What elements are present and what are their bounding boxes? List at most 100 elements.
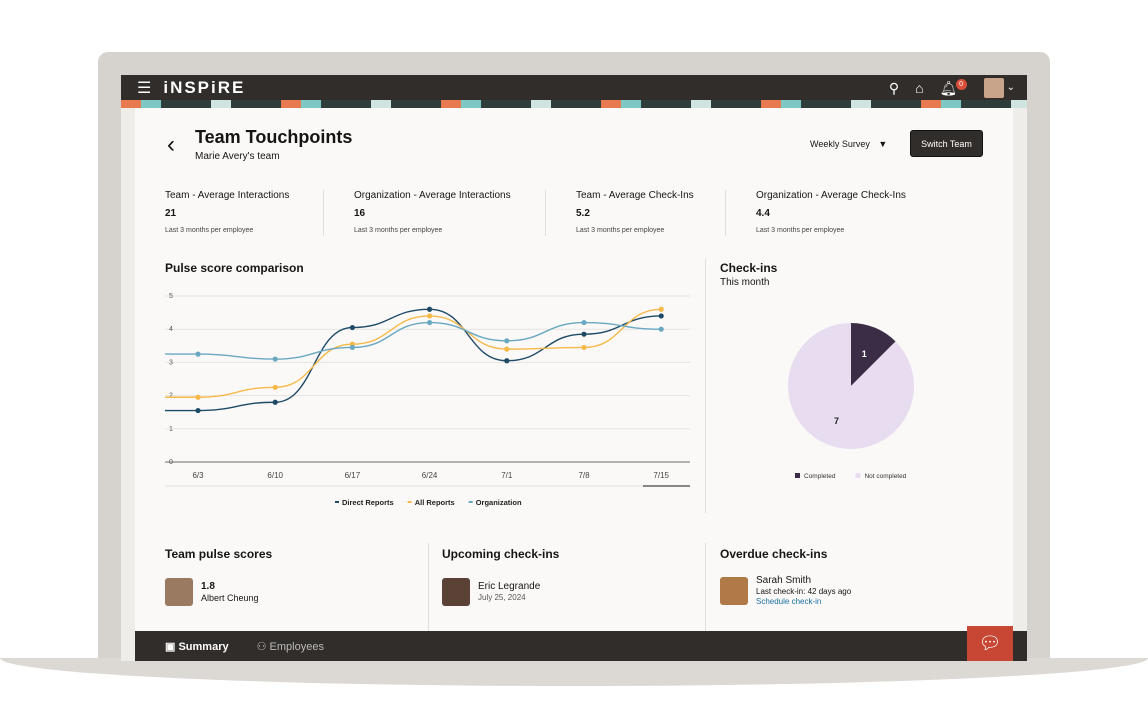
chat-button[interactable]: 💬︎ [967,626,1013,661]
kpi-sub: Last 3 months per employee [165,227,254,234]
data-point [195,394,201,400]
chat-bubble-icon: 💬︎ [978,633,1002,653]
back-arrow-icon[interactable]: ‹ [167,131,175,158]
x-tick-label: 6/10 [267,471,283,480]
kpi-sub: Last 3 months per employee [576,227,665,234]
kpi-org-checkins: Organization - Average Check-Ins 4.4 Last … [756,190,906,235]
notifications-button[interactable]: 🔔︎ 0 [940,79,968,97]
y-tick-label: 3 [169,359,173,366]
data-point [272,399,278,405]
checkins-pie-chart: 1 7 Completed Not completed [788,323,914,480]
pulse-line-chart: 0 1 2 3 4 5 6/3 6/10 6/17 6/24 7/1 7/8 7/15 Direct Re… [164,293,690,507]
data-point [658,313,664,319]
y-tick-label: 1 [169,426,173,433]
kpi-team-checkins: Team - Average Check-Ins 5.2 Last 3 months… [576,190,694,235]
tab-summary[interactable]: ▣ Summary [165,640,229,653]
person-name: Albert Cheung [201,592,259,603]
data-point [195,407,201,414]
person-name: Sarah Smith [756,575,812,586]
chevron-down-icon: ⌄ [1006,82,1015,93]
kpi-team-interactions: Team - Average Interactions 21 Last 3 mont… [165,190,289,235]
series-line-direct-reports [165,308,662,412]
y-tick-label: 2 [169,393,173,400]
data-point [427,306,433,312]
avatar [442,578,470,606]
pie-data-label: 1 [862,349,867,359]
page-subtitle: Marie Avery's team [195,151,280,162]
list-item[interactable]: 1.8 Albert Cheung [165,578,259,606]
kpi-label: Team - Average Check-Ins [576,190,694,201]
tab-employees[interactable]: ⚇ Employees [257,640,324,653]
list-item: Sarah Smith Last check-in: 42 days ago Sch… [720,575,851,606]
divider [323,190,324,236]
data-point [504,358,510,364]
legend-label: Completed [804,473,836,480]
checkins-subtitle: This month [720,277,770,288]
data-point [272,356,278,362]
overdue-title: Overdue check-ins [720,547,828,561]
divider [725,190,726,236]
bottom-nav: ▣ Summary ⚇ Employees [135,631,1027,661]
kpi-sub: Last 3 months per employee [756,227,845,234]
series-line-organization [164,321,662,360]
legend-swatch [795,473,800,478]
page-title: Team Touchpoints [195,127,353,147]
top-bar: ☰ iNSPiRE ⚲ ⌂ 🔔︎ 0 ⌄ [121,75,1027,100]
data-point [427,313,433,319]
person-name: Eric Legrande [478,581,541,593]
data-point [272,384,278,390]
decorative-banner [121,100,1027,108]
legend-label: All Reports [415,498,455,507]
list-item[interactable]: Eric Legrande July 25, 2024 [442,578,540,606]
schedule-checkin-link[interactable]: Schedule check-in [756,596,822,606]
data-point [195,351,201,357]
data-point [581,331,587,337]
data-point [581,344,587,351]
avatar [720,576,748,605]
avatar [165,578,193,606]
pulse-chart-title: Pulse score comparison [165,261,304,275]
data-point [349,344,355,351]
legend-label: Direct Reports [342,498,394,507]
pulse-score: 1.8 [201,580,215,592]
y-tick-label: 5 [169,293,173,300]
notification-badge: 0 [955,79,967,90]
checkins-title: Check-ins [720,261,778,275]
home-icon[interactable]: ⌂ [915,80,924,96]
data-point [349,324,355,331]
x-tick-label: 6/24 [422,471,438,480]
kpi-org-interactions: Organization - Average Interactions 16 Las… [354,190,511,235]
avatar [983,78,1004,98]
divider [428,543,429,633]
team-pulse-title: Team pulse scores [165,547,273,561]
divider [545,190,546,236]
y-tick-label: 0 [169,459,173,466]
upcoming-title: Upcoming check-ins [442,547,560,561]
main-panel: ‹ Team Touchpoints Marie Avery's team We… [135,108,1013,661]
app-screen: ☰ iNSPiRE ⚲ ⌂ 🔔︎ 0 ⌄ ‹ Team Touchpoints M… [121,75,1027,661]
divider [705,258,706,513]
laptop-base [0,658,1148,686]
hamburger-menu-icon[interactable]: ☰ [137,79,152,97]
kpi-sub: Last 3 months per employee [354,227,443,234]
search-icon[interactable]: ⚲ [888,80,900,96]
data-point [427,319,433,326]
switch-team-button[interactable]: Switch Team [910,130,983,157]
checkin-date: July 25, 2024 [478,593,526,603]
survey-select-value: Weekly Survey [810,139,870,149]
legend-label: Not completed [864,473,906,480]
kpi-label: Organization - Average Check-Ins [756,190,906,201]
kpi-value: 4.4 [756,208,770,219]
presentation-icon: ▣ [165,640,176,653]
legend-label: Organization [476,498,522,507]
data-point [581,319,587,326]
kpi-value: 16 [354,208,366,219]
legend-swatch [855,473,861,478]
x-tick-label: 7/1 [501,471,513,480]
pie-slice-not-completed [788,323,914,449]
people-icon: ⚇ [256,640,267,653]
survey-select[interactable]: Weekly Survey ▼ [810,139,887,150]
x-tick-label: 7/15 [653,471,669,480]
pie-data-label: 7 [834,416,839,426]
user-menu[interactable]: ⌄ [983,78,1015,98]
